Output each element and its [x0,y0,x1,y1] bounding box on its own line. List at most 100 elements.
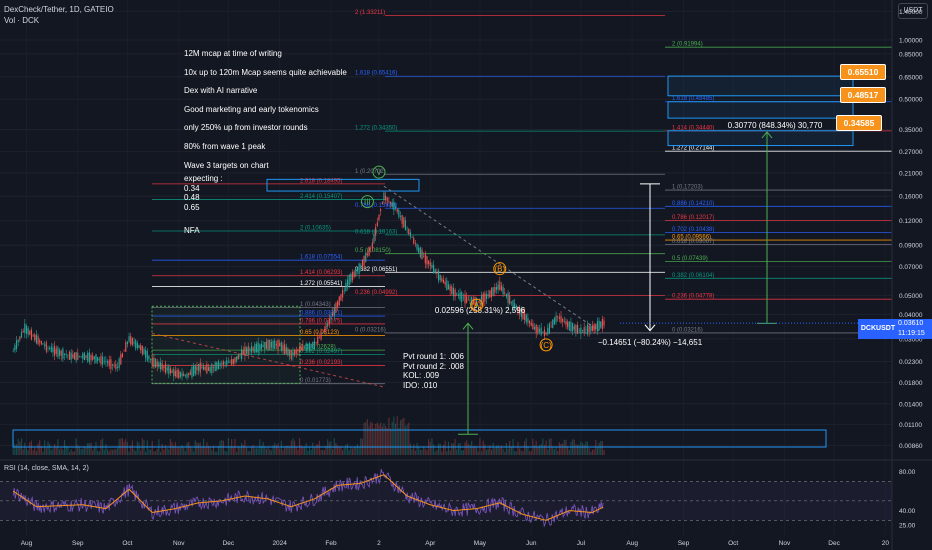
volume-bar [184,451,186,455]
y-tick-label: 0.00860 [899,443,923,450]
candle-body [246,347,248,354]
volume-bar [555,446,557,455]
candle-body [524,312,526,321]
candle-body [419,247,421,258]
volume-bar [528,451,531,455]
candle-body [356,269,359,272]
candle-body [103,360,105,362]
candle-body [444,281,446,285]
volume-bar [30,440,33,455]
x-tick-label: Nov [779,540,791,547]
volume-bar [15,444,18,455]
volume-bar [176,447,178,455]
volume-bar [462,450,464,455]
volume-bar [133,449,135,455]
candle-body [514,303,516,309]
volume-bar [409,443,411,455]
candle-body [385,195,387,201]
candle-body [290,349,292,360]
volume-bar [181,445,183,455]
volume-bar [54,443,56,455]
volume-bar [598,442,600,455]
candle-body [481,294,483,305]
volume-bar [307,450,309,455]
volume-bar [346,443,349,455]
candle-body [424,253,426,264]
volume-bar [260,446,263,455]
volume-bar [401,419,403,455]
candle-body [547,327,549,335]
volume-bar [193,451,195,455]
candle-body [343,290,345,291]
measurement-label: −0.14651 (−80.24%) −14,651 [598,338,703,347]
candle-body [151,357,153,366]
candle-body [272,340,274,349]
volume-bar [456,449,458,455]
volume-bar [482,440,484,455]
volume-bar [345,444,347,455]
x-tick-label: Dec [223,540,235,547]
candle-body [289,350,291,356]
candle-body [282,344,284,351]
candle-body [323,329,325,332]
candle-body [426,256,428,265]
y-tick-label: 0.12000 [899,218,923,225]
candle-body [159,362,162,370]
volume-indicator-label[interactable]: Vol · DCK [4,16,40,25]
current-symbol: DCKUSDT [860,325,896,332]
round-line: IDO: .010 [403,380,438,390]
volume-bar [439,443,441,455]
volume-bar [93,447,95,455]
fib-left-label: 1.414 (0.06293) [300,270,342,276]
volume-bar [370,421,372,455]
currency-button[interactable]: USDT [898,3,928,19]
candle-body [423,255,425,257]
volume-bar [188,442,190,455]
volume-bar [95,441,97,455]
candle-body [328,318,330,324]
candle-body [52,347,54,353]
volume-bar [514,451,516,455]
candle-body [360,265,362,269]
volume-bar [140,450,142,455]
volume-bar [90,442,92,455]
volume-bar [356,444,359,455]
fib-right-label: 0.702 (0.10438) [672,227,714,233]
candle-body [550,325,552,327]
volume-bar [285,445,287,455]
candle-body [394,206,397,209]
volume-bar [413,444,415,455]
candle-body [237,354,239,360]
candle-body [441,278,443,282]
volume-bar [27,450,29,455]
nfa-note: NFA [184,226,200,235]
volume-bar [92,450,94,455]
candle-body [585,329,587,331]
candle-body [92,355,94,360]
volume-bar [146,440,148,455]
x-tick-label: Feb [325,540,337,547]
candle-body [552,319,554,328]
candle-body [497,284,499,290]
volume-bar [393,416,395,455]
volume-bar [350,446,352,455]
symbol-title[interactable]: DexCheck/Tether, 1D, GATEIO [4,5,114,14]
candle-body [40,341,42,345]
wave-label: (B) [494,265,505,274]
fib-left-label: 1 (0.04343) [300,302,331,308]
volume-bar [201,446,203,455]
candle-body [221,362,223,364]
candle-body [462,297,464,299]
volume-bar [254,448,256,455]
candle-body [70,352,72,360]
rsi-tick-label: 40.00 [899,508,916,515]
fib-right-label: 1.272 (0.27144) [672,146,714,152]
candle-body [115,363,117,370]
volume-bar [404,426,407,455]
volume-bar [255,448,258,455]
candle-body [399,216,402,217]
candle-body [533,327,536,330]
volume-bar [570,441,572,455]
x-tick-label: Aug [21,540,33,547]
